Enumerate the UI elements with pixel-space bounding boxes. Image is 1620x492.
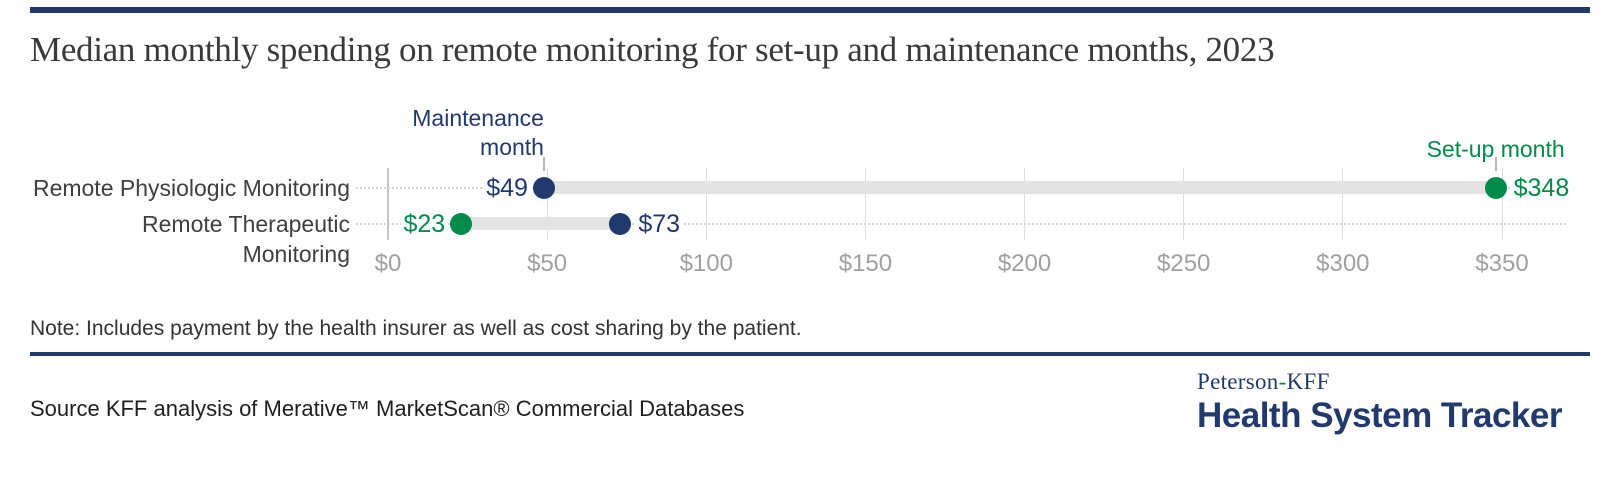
annotation-pointer-tick [1494, 157, 1497, 171]
gridline [864, 168, 866, 240]
logo-hyphen: - [1278, 369, 1287, 394]
maintenance-dot [609, 213, 632, 235]
annotation-pointer-tick [542, 157, 545, 171]
chart-title: Median monthly spending on remote monito… [30, 30, 1275, 69]
footer-divider [30, 352, 1590, 356]
axis-tick-label: $350 [1475, 250, 1529, 277]
maintenance-annotation: Maintenance month [412, 105, 544, 160]
value-label: $73 [635, 209, 684, 239]
value-label: $23 [400, 209, 449, 239]
gridline [1024, 168, 1026, 240]
dumbbell-bar [543, 181, 1496, 194]
gridline [1342, 168, 1344, 240]
brand-logo: Peterson-KFF Health System Tracker [1197, 369, 1562, 436]
setup-dot [1484, 177, 1507, 199]
dumbbell-bar [461, 217, 621, 230]
row-guide-line [356, 223, 1566, 225]
axis-tick-label: $200 [997, 250, 1052, 277]
row-label: Remote Physiologic Monitoring [32, 175, 350, 201]
logo-kff: KFF [1286, 369, 1330, 394]
axis-tick-label: $0 [374, 250, 402, 277]
top-rule [30, 7, 1590, 13]
value-label: $49 [483, 173, 531, 203]
maintenance-dot [532, 177, 555, 199]
gridline [546, 168, 548, 240]
setup-annotation: Set-up month [1426, 136, 1565, 162]
gridline [705, 168, 707, 240]
gridline [1501, 168, 1503, 240]
logo-health-system-tracker: Health System Tracker [1197, 396, 1562, 435]
gridline [1183, 168, 1185, 240]
note-text: Note: Includes payment by the health ins… [30, 317, 802, 340]
source-text: Source KFF analysis of Merative™ MarketS… [30, 396, 745, 421]
axis-tick-label: $50 [527, 250, 568, 277]
logo-peterson-kff: Peterson-KFF [1197, 369, 1562, 395]
axis-tick-label: $250 [1157, 250, 1211, 277]
axis-tick-label: $100 [679, 250, 733, 277]
axis-tick-label: $300 [1316, 250, 1370, 277]
axis-tick-label: $150 [838, 250, 893, 277]
value-label: $348 [1510, 173, 1573, 203]
row-label: Remote Therapeutic Monitoring [142, 211, 350, 267]
logo-peterson: Peterson [1197, 369, 1279, 394]
setup-dot [450, 213, 473, 235]
gridline [387, 168, 389, 240]
